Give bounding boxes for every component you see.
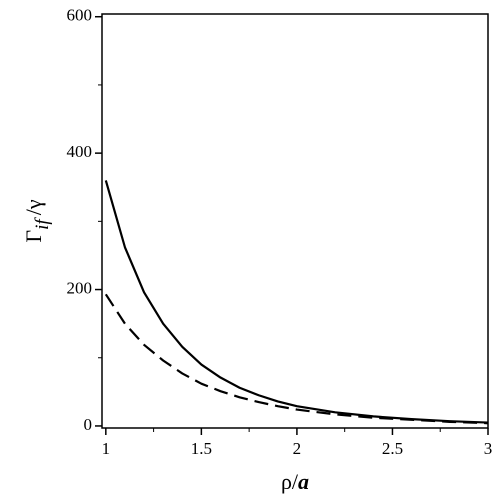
x-label-text: ρ/ bbox=[281, 469, 299, 494]
x-tick-label: 1 bbox=[102, 439, 111, 458]
y-label-rest: /γ bbox=[21, 199, 46, 215]
series-line bbox=[104, 293, 489, 425]
x-axis-label: ρ/a bbox=[281, 469, 309, 494]
x-tick-label: 2 bbox=[293, 439, 302, 458]
x-tick-label: 2.5 bbox=[382, 439, 403, 458]
y-tick-label: 200 bbox=[67, 278, 93, 297]
x-tick-label: 3 bbox=[484, 439, 493, 458]
y-tick-label: 0 bbox=[84, 415, 93, 434]
y-axis-label: Γif/γ bbox=[21, 199, 53, 242]
x-tick-label: 1.5 bbox=[191, 439, 212, 458]
series-line bbox=[104, 180, 489, 424]
y-tick-label: 400 bbox=[67, 142, 93, 161]
y-label-sub: if bbox=[32, 217, 53, 230]
plot-frame bbox=[101, 13, 489, 429]
y-tick-label: 600 bbox=[67, 6, 93, 25]
y-label-base: Γ bbox=[21, 230, 46, 243]
x-label-italic: a bbox=[298, 469, 309, 494]
